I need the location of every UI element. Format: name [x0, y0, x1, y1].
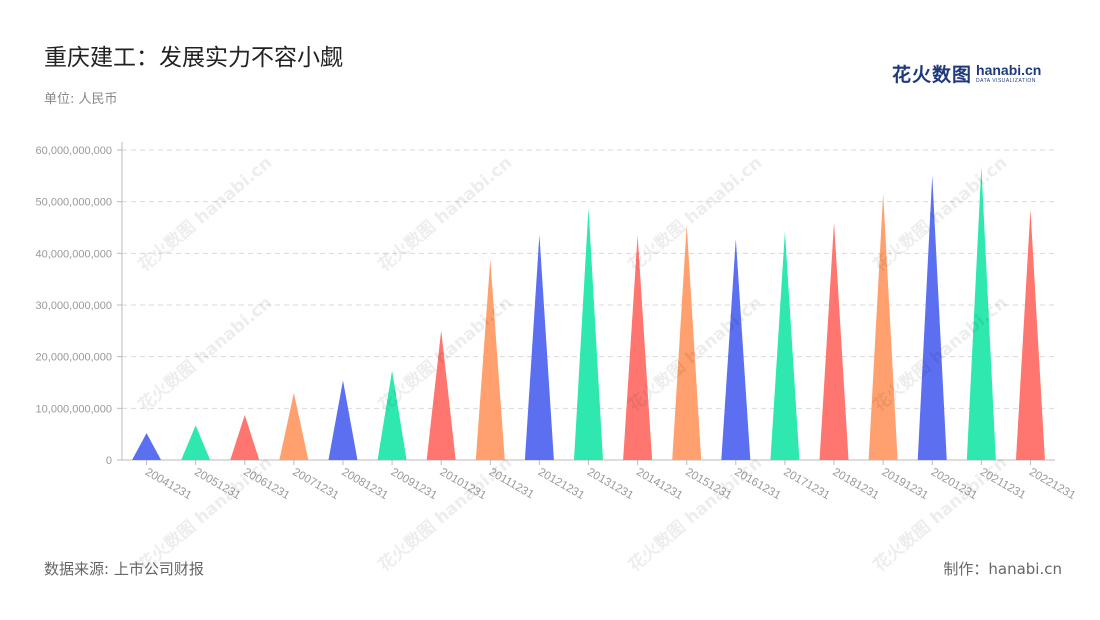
x-tick-label: 20051231: [192, 466, 242, 502]
x-tick-label: 20041231: [143, 466, 193, 502]
triangle-bar[interactable]: [721, 238, 751, 460]
y-tick-label: 10,000,000,000: [36, 403, 112, 415]
triangle-bar[interactable]: [623, 235, 653, 460]
x-tick-label: 20101231: [438, 466, 488, 502]
y-tick-label: 50,000,000,000: [36, 197, 112, 209]
x-tick-label: 20071231: [290, 466, 340, 502]
x-tick-label: 20211231: [978, 466, 1028, 502]
y-tick-label: 0: [106, 455, 112, 467]
triangle-bar[interactable]: [377, 370, 407, 460]
y-tick-label: 60,000,000,000: [36, 145, 112, 157]
x-tick-label: 20161231: [732, 466, 782, 502]
triangle-bar[interactable]: [574, 207, 603, 460]
y-tick-label: 30,000,000,000: [36, 300, 112, 312]
y-tick-label: 40,000,000,000: [36, 248, 112, 260]
x-tick-label: 20191231: [880, 466, 930, 502]
triangle-bar[interactable]: [230, 415, 260, 460]
brand-logo: 花火数图 hanabi.cn DATA VISUALIZATION: [892, 58, 1041, 88]
x-tick-label: 20111231: [487, 466, 536, 501]
x-tick-label: 20131231: [585, 466, 635, 502]
x-tick-label: 20181231: [831, 466, 881, 502]
x-tick-label: 20201231: [929, 466, 979, 502]
chart-title: 重庆建工：发展实力不容小觑: [44, 45, 343, 71]
triangle-bar[interactable]: [475, 259, 505, 460]
data-source: 数据来源: 上市公司财报: [44, 560, 204, 578]
y-tick-label: 20,000,000,000: [36, 352, 112, 364]
triangle-bar[interactable]: [917, 175, 947, 461]
triangle-bar[interactable]: [819, 222, 849, 460]
triangle-bar[interactable]: [524, 234, 554, 460]
unit-label: 单位: 人民币: [44, 92, 118, 107]
triangle-bar[interactable]: [1015, 209, 1045, 460]
x-tick-label: 20091231: [389, 466, 439, 502]
triangle-bar[interactable]: [426, 330, 456, 460]
x-tick-label: 20081231: [339, 466, 389, 502]
x-tick-label: 20151231: [683, 466, 733, 502]
triangle-bar[interactable]: [132, 433, 162, 460]
x-tick-label: 20061231: [241, 466, 291, 502]
logo-sub-text: DATA VISUALIZATION: [976, 77, 1036, 84]
credit-text: 制作：hanabi.cn: [943, 560, 1062, 578]
x-tick-label: 20121231: [536, 466, 586, 502]
triangle-bar[interactable]: [279, 392, 309, 460]
triangle-bar[interactable]: [966, 166, 996, 461]
triangle-bar[interactable]: [672, 224, 702, 460]
logo-cn-text: 花火数图: [892, 63, 973, 86]
logo-en-text: hanabi.cn: [976, 61, 1042, 78]
triangle-bar[interactable]: [328, 380, 358, 460]
x-tick-label: 20221231: [1027, 466, 1077, 502]
triangle-bar[interactable]: [868, 193, 898, 460]
x-tick-label: 20141231: [634, 466, 684, 502]
triangle-bar[interactable]: [181, 425, 211, 460]
triangle-bar[interactable]: [770, 231, 800, 460]
x-tick-label: 20171231: [781, 466, 831, 502]
logo-en-block: hanabi.cn DATA VISUALIZATION: [976, 63, 1041, 84]
